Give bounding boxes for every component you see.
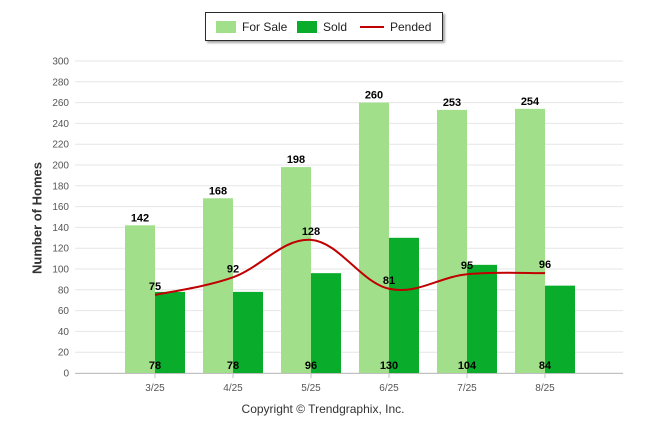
data-label-sold: 84	[539, 360, 552, 372]
data-label-pended: 96	[539, 259, 551, 271]
data-label-sold: 104	[458, 360, 477, 372]
x-tick-label: 3/25	[145, 383, 165, 394]
data-label-for-sale: 198	[287, 154, 305, 166]
x-tick-label: 7/25	[457, 383, 477, 394]
bar-for-sale	[437, 109, 467, 373]
data-label-pended: 95	[461, 260, 473, 272]
data-label-sold: 130	[380, 360, 398, 372]
y-tick-label: 300	[52, 57, 69, 68]
bar-for-sale	[359, 102, 389, 373]
y-tick-label: 280	[52, 77, 69, 88]
data-label-sold: 78	[149, 360, 161, 372]
legend-swatch-sold	[297, 20, 317, 33]
y-tick-label: 20	[58, 348, 70, 359]
bar-for-sale	[203, 198, 233, 373]
bars	[125, 102, 575, 373]
legend-label-sold: Sold	[323, 19, 348, 34]
legend-label-pended: Pended	[390, 19, 432, 34]
bar-for-sale	[125, 225, 155, 373]
bar-sold	[311, 273, 341, 373]
data-label-for-sale: 254	[521, 96, 540, 108]
x-tick-label: 6/25	[379, 383, 399, 394]
data-label-pended: 75	[149, 281, 161, 293]
y-tick-label: 100	[52, 265, 69, 276]
data-label-for-sale: 168	[209, 185, 227, 197]
legend-label-for-sale: For Sale	[242, 19, 288, 34]
bar-sold	[467, 264, 497, 373]
data-label-sold: 78	[227, 360, 239, 372]
legend-item-sold[interactable]: Sold	[297, 13, 347, 40]
y-tick-label: 120	[52, 244, 69, 255]
x-tick-label: 5/25	[301, 383, 321, 394]
y-tick-label: 260	[52, 98, 69, 109]
legend: For Sale Sold Pended	[205, 12, 443, 41]
bar-sold	[155, 291, 185, 373]
bar-sold	[233, 291, 263, 373]
bar-for-sale	[515, 108, 545, 373]
y-tick-label: 80	[58, 285, 70, 296]
x-tick-label: 4/25	[223, 383, 243, 394]
legend-item-for-sale[interactable]: For Sale	[216, 13, 287, 40]
y-tick-label: 0	[63, 369, 69, 380]
bar-for-sale	[281, 167, 311, 373]
pended-line	[154, 238, 546, 296]
y-tick-label: 140	[52, 223, 69, 234]
y-tick-label: 60	[58, 306, 70, 317]
bar-sold	[389, 237, 419, 373]
data-label-pended: 92	[227, 263, 239, 275]
bar-sold	[545, 285, 575, 373]
y-tick-label: 220	[52, 140, 69, 151]
y-tick-label: 180	[52, 181, 69, 192]
y-axis-title: Number of Homes	[29, 162, 45, 274]
legend-swatch-for-sale	[216, 20, 236, 33]
y-tick-label: 160	[52, 202, 69, 213]
data-label-pended: 81	[383, 275, 395, 287]
data-labels: 142 78 168 78 198 96 260 130 253 104 254 84 75 92 128 8…	[131, 90, 552, 372]
y-tick-label: 40	[58, 327, 70, 338]
y-tick-label: 200	[52, 161, 69, 172]
data-label-for-sale: 253	[443, 97, 461, 109]
credits: Copyright © Trendgraphix, Inc.	[241, 402, 405, 416]
data-label-pended: 128	[302, 226, 320, 238]
pended-line-path	[154, 238, 546, 296]
data-label-sold: 96	[305, 360, 317, 372]
y-tick-label: 240	[52, 119, 69, 130]
legend-item-pended[interactable]: Pended	[360, 13, 431, 40]
axes: 0 20 40 60 80 100 120 140 160 180 200 220 240 260 280 3…	[52, 57, 623, 394]
x-tick-label: 8/25	[535, 383, 555, 394]
data-label-for-sale: 142	[131, 212, 149, 224]
data-label-for-sale: 260	[365, 90, 383, 102]
legend-line-pended	[360, 25, 384, 28]
